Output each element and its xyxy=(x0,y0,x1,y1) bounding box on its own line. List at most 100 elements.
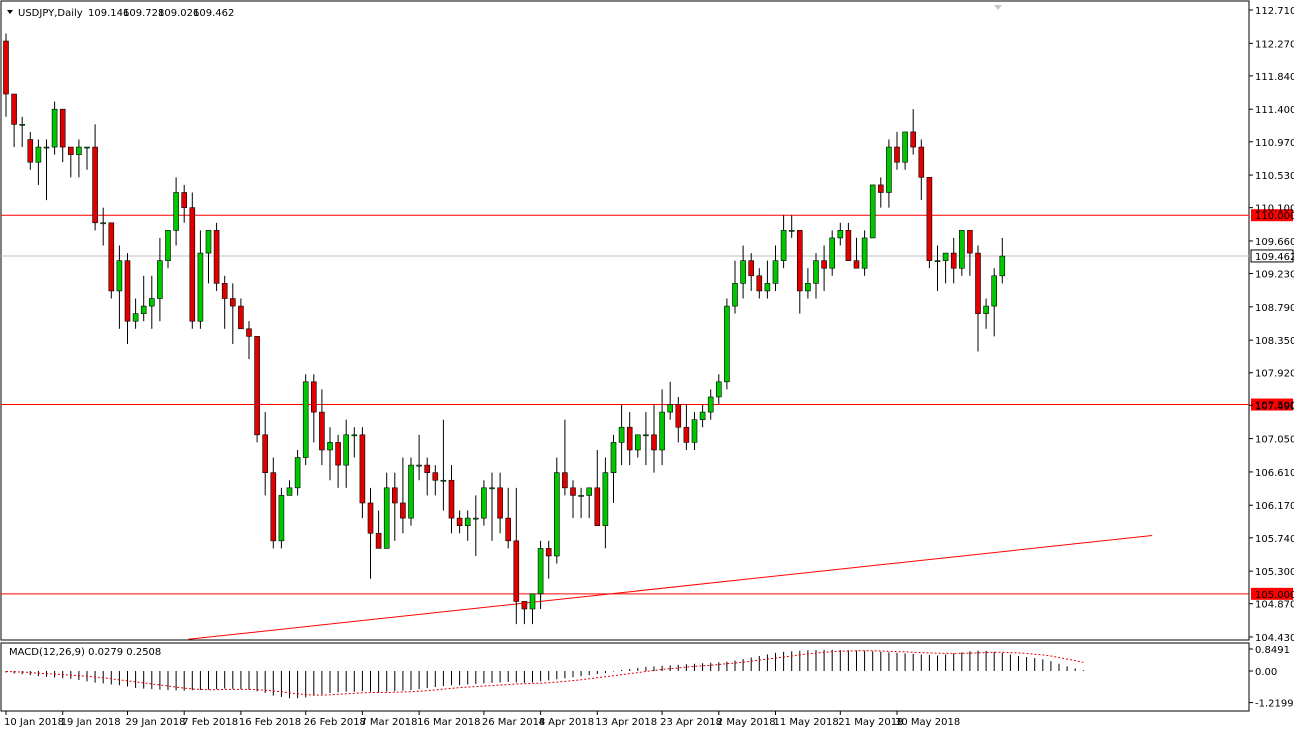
candle xyxy=(999,237,1006,284)
candle-body xyxy=(124,260,131,322)
candle xyxy=(221,275,228,329)
ohlc-close: 109.462 xyxy=(193,8,234,19)
candle-body xyxy=(926,177,933,261)
candle xyxy=(610,434,617,503)
candle-body xyxy=(359,434,366,504)
candle-body xyxy=(400,502,406,519)
candle-body xyxy=(481,487,487,519)
trendline-group xyxy=(188,535,1153,640)
candle xyxy=(165,230,171,269)
candle xyxy=(124,253,131,344)
candle-body xyxy=(165,230,171,261)
candle-body xyxy=(416,464,422,467)
level-price-label-bg xyxy=(1251,587,1293,600)
time-tick-label: 4 Apr 2018 xyxy=(539,717,594,728)
price-tick-label: 112.710 xyxy=(1255,6,1294,17)
candle xyxy=(35,139,42,185)
chart-title: USDJPY,Daily xyxy=(18,8,83,19)
candle xyxy=(853,237,860,269)
candle-body xyxy=(950,252,957,269)
candle-body xyxy=(740,260,746,284)
candle xyxy=(829,230,836,276)
candle-body xyxy=(829,237,836,269)
candle xyxy=(205,230,212,284)
candle xyxy=(796,230,803,314)
candle-body xyxy=(594,487,601,526)
candle xyxy=(448,465,455,534)
macd-tick-label: -1.2199 xyxy=(1255,699,1294,710)
candle-body xyxy=(626,426,633,451)
candle xyxy=(367,487,374,579)
candle-body xyxy=(84,146,90,149)
candle-body xyxy=(553,472,560,557)
candle xyxy=(132,298,139,329)
candle-body xyxy=(877,184,884,193)
candle xyxy=(286,480,293,496)
candle-body xyxy=(748,260,755,277)
candle-body xyxy=(205,230,212,254)
candle xyxy=(238,298,244,330)
candle xyxy=(740,245,746,299)
candle-body xyxy=(796,230,803,292)
candle-body xyxy=(27,139,34,163)
candle-body xyxy=(634,434,641,451)
candle-body xyxy=(424,464,431,473)
price-axis: 112.710 112.270 111.840 111.400 110.970 110.5… xyxy=(1249,6,1294,644)
candle-body xyxy=(197,252,204,322)
candle xyxy=(764,260,771,299)
time-tick-label: 23 Apr 2018 xyxy=(660,717,722,728)
candle-body xyxy=(59,108,66,148)
time-tick-label: 29 Jan 2018 xyxy=(126,717,186,728)
candle xyxy=(659,389,665,466)
candle xyxy=(942,252,949,284)
candle-body xyxy=(578,495,584,497)
candle xyxy=(869,184,876,239)
candle-body xyxy=(667,404,674,413)
candle-body xyxy=(837,230,844,239)
candle xyxy=(383,472,390,549)
candle-body xyxy=(383,487,390,549)
candle-body xyxy=(173,192,179,231)
macd-group xyxy=(5,649,1084,699)
candle xyxy=(319,389,325,466)
ohlc-open: 109.146 xyxy=(88,8,129,19)
candle xyxy=(92,124,98,231)
candle-body xyxy=(270,472,277,542)
candle-body xyxy=(319,411,325,451)
symbol-dropdown-icon[interactable] xyxy=(7,10,13,14)
candle-body xyxy=(51,108,58,148)
chart-shift-icon[interactable] xyxy=(994,5,1002,10)
candle xyxy=(149,275,155,329)
trendline[interactable] xyxy=(188,535,1153,640)
candle-body xyxy=(489,487,495,490)
candle-body xyxy=(772,260,779,284)
price-tick-label: 104.870 xyxy=(1255,600,1294,611)
candle xyxy=(472,495,479,556)
price-tick-label: 108.790 xyxy=(1255,303,1294,314)
candle-body xyxy=(116,260,123,292)
candle xyxy=(181,184,187,223)
candle-body xyxy=(221,283,228,299)
candle xyxy=(586,487,593,519)
time-tick-label: 21 May 2018 xyxy=(838,717,903,728)
candle xyxy=(918,139,925,201)
candle-body xyxy=(886,146,892,193)
candle xyxy=(230,283,236,344)
time-tick-label: 26 Feb 2018 xyxy=(304,717,366,728)
candle xyxy=(578,487,584,519)
candle-body xyxy=(910,131,917,148)
candle xyxy=(772,245,779,291)
candle xyxy=(602,457,609,549)
candle xyxy=(254,336,260,443)
candle-body xyxy=(472,517,479,520)
time-tick-label: 2 May 2018 xyxy=(717,717,776,728)
candle-body xyxy=(367,502,374,534)
candle xyxy=(278,487,285,549)
candle xyxy=(140,275,147,322)
macd-plot-frame xyxy=(0,642,1250,712)
candle-body xyxy=(537,548,544,595)
candle xyxy=(294,449,301,496)
time-tick-label: 10 Jan 2018 xyxy=(4,717,64,728)
candle-body xyxy=(967,230,973,254)
candle xyxy=(464,510,471,541)
